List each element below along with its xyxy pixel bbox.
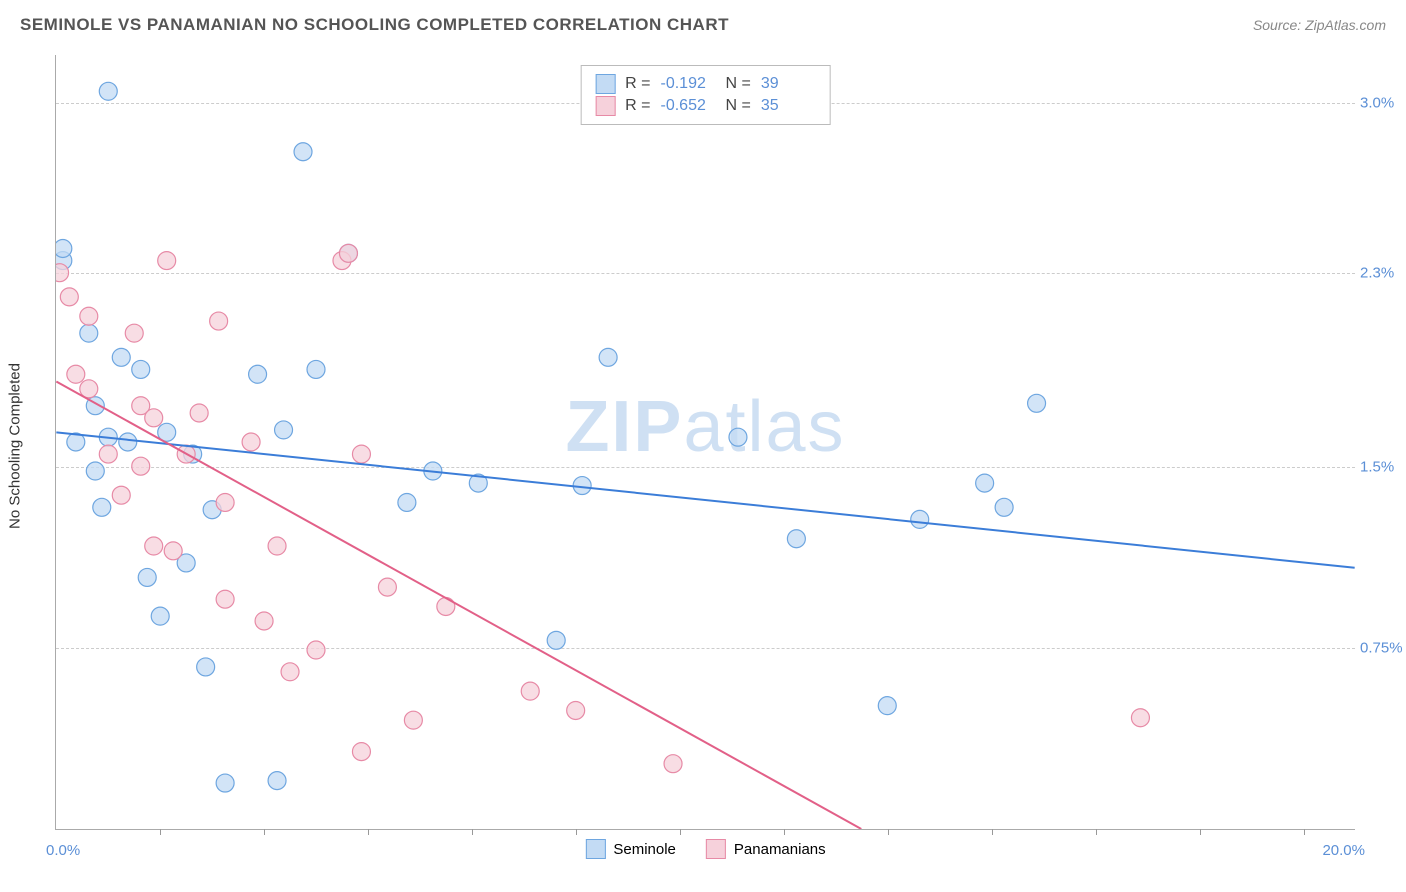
x-axis-max-label: 20.0% bbox=[1322, 842, 1365, 859]
x-axis-min-label: 0.0% bbox=[46, 842, 80, 859]
y-tick-label: 1.5% bbox=[1360, 458, 1406, 475]
legend-swatch-panamanians bbox=[706, 839, 726, 859]
legend-label-seminole: Seminole bbox=[613, 841, 676, 858]
y-tick-label: 2.3% bbox=[1360, 264, 1406, 281]
stats-row-panamanians: R = -0.652 N = 35 bbox=[595, 96, 816, 116]
r-value-panamanians: -0.652 bbox=[661, 97, 716, 115]
chart-title: SEMINOLE VS PANAMANIAN NO SCHOOLING COMP… bbox=[20, 15, 729, 35]
swatch-seminole bbox=[595, 74, 615, 94]
y-tick-label: 3.0% bbox=[1360, 95, 1406, 112]
legend-item-panamanians: Panamanians bbox=[706, 839, 826, 859]
y-tick-label: 0.75% bbox=[1360, 640, 1406, 657]
n-value-seminole: 39 bbox=[761, 75, 816, 93]
n-label: N = bbox=[726, 97, 751, 115]
scatter-plot-svg bbox=[56, 55, 1355, 829]
legend-swatch-seminole bbox=[585, 839, 605, 859]
r-value-seminole: -0.192 bbox=[661, 75, 716, 93]
chart-plot-area: ZIPatlas R = -0.192 N = 39 R = -0.652 N … bbox=[55, 55, 1355, 830]
series-legend: Seminole Panamanians bbox=[585, 839, 825, 859]
n-value-panamanians: 35 bbox=[761, 97, 816, 115]
legend-label-panamanians: Panamanians bbox=[734, 841, 826, 858]
r-label: R = bbox=[625, 97, 650, 115]
y-axis-title: No Schooling Completed bbox=[7, 363, 24, 529]
r-label: R = bbox=[625, 75, 650, 93]
swatch-panamanians bbox=[595, 96, 615, 116]
stats-legend-box: R = -0.192 N = 39 R = -0.652 N = 35 bbox=[580, 65, 831, 125]
legend-item-seminole: Seminole bbox=[585, 839, 676, 859]
source-attribution: Source: ZipAtlas.com bbox=[1253, 17, 1386, 33]
stats-row-seminole: R = -0.192 N = 39 bbox=[595, 74, 816, 94]
n-label: N = bbox=[726, 75, 751, 93]
